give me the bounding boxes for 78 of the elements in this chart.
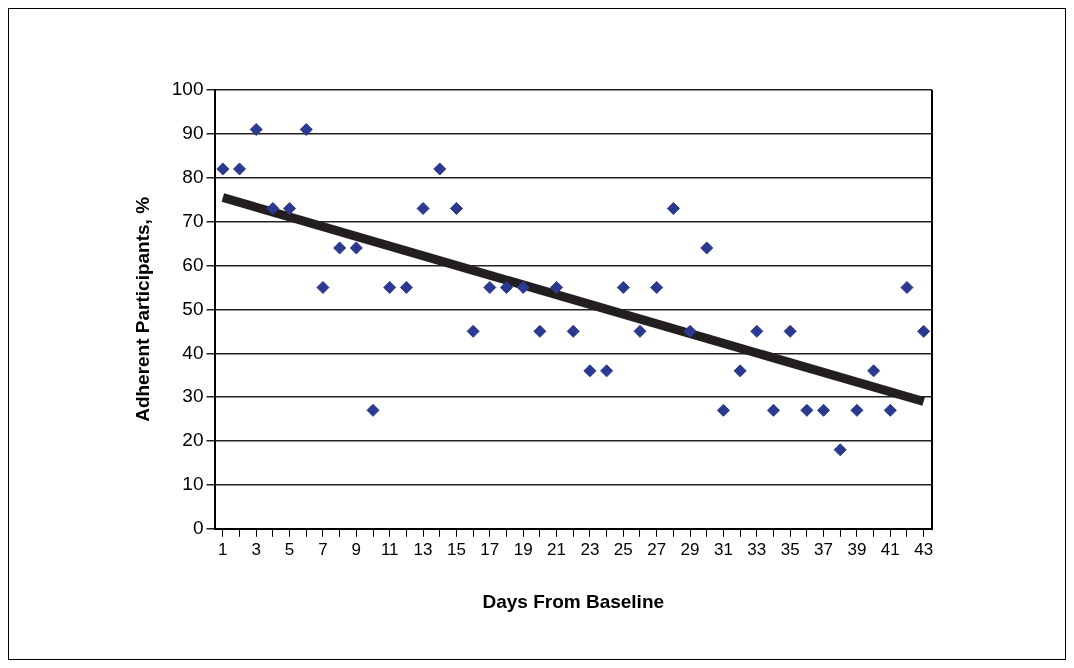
x-tick-label: 33 <box>747 539 767 559</box>
x-tick-label: 19 <box>513 539 533 559</box>
point <box>583 364 597 378</box>
point <box>433 162 447 176</box>
y-tick-label: 70 <box>182 209 204 231</box>
point <box>683 324 697 338</box>
point <box>399 280 413 294</box>
point <box>516 280 530 294</box>
y-tick-label: 20 <box>182 429 204 451</box>
point <box>633 324 647 338</box>
x-tick-label: 13 <box>413 539 433 559</box>
x-tick-label: 35 <box>780 539 800 559</box>
point <box>616 280 630 294</box>
point <box>449 201 463 215</box>
point <box>349 241 363 255</box>
point <box>299 122 313 136</box>
point <box>233 162 247 176</box>
x-tick-label: 5 <box>284 539 295 559</box>
point <box>650 280 664 294</box>
point <box>483 280 497 294</box>
y-tick-label: 30 <box>182 385 204 407</box>
y-tick-label: 10 <box>182 473 204 495</box>
point <box>850 403 864 417</box>
y-tick-label: 100 <box>171 78 204 100</box>
point <box>366 403 380 417</box>
y-tick-label: 60 <box>182 253 204 275</box>
point <box>333 241 347 255</box>
point <box>783 324 797 338</box>
point <box>216 162 230 176</box>
x-tick-label: 27 <box>647 539 667 559</box>
point <box>533 324 547 338</box>
point <box>316 280 330 294</box>
point <box>700 241 714 255</box>
point <box>750 324 764 338</box>
point <box>466 324 480 338</box>
y-axis-title: Adherent Participants, % <box>131 196 153 422</box>
y-tick-label: 50 <box>182 297 204 319</box>
point <box>900 280 914 294</box>
x-tick-label: 23 <box>580 539 600 559</box>
point <box>833 443 847 457</box>
x-tick-label: 31 <box>713 539 733 559</box>
x-tick-label: 43 <box>914 539 934 559</box>
x-tick-label: 25 <box>613 539 633 559</box>
point <box>283 201 297 215</box>
point <box>817 403 831 417</box>
x-tick-label: 1 <box>218 539 228 559</box>
x-axis-title: Days From Baseline <box>482 590 665 612</box>
point <box>416 201 430 215</box>
point <box>500 280 514 294</box>
point <box>249 122 263 136</box>
x-tick-label: 3 <box>251 539 261 559</box>
y-tick-label: 40 <box>182 341 204 363</box>
x-tick-label: 15 <box>446 539 466 559</box>
y-tick-label: 80 <box>182 165 204 187</box>
point <box>733 364 747 378</box>
x-tick-label: 29 <box>680 539 700 559</box>
x-tick-label: 9 <box>351 539 362 559</box>
point <box>550 280 564 294</box>
point <box>883 403 897 417</box>
point <box>383 280 397 294</box>
y-tick-label: 90 <box>182 122 204 144</box>
x-tick-label: 41 <box>880 539 900 559</box>
point <box>716 403 730 417</box>
x-tick-label: 11 <box>380 539 399 559</box>
x-tick-label: 21 <box>547 539 567 559</box>
x-tick-label: 39 <box>847 539 867 559</box>
point <box>600 364 614 378</box>
point <box>800 403 814 417</box>
point <box>566 324 580 338</box>
point <box>666 201 680 215</box>
point <box>917 324 931 338</box>
x-tick-label: 17 <box>480 539 500 559</box>
x-tick-label: 37 <box>814 539 833 559</box>
point <box>867 364 881 378</box>
x-tick-label: 7 <box>318 539 328 559</box>
point <box>266 201 280 215</box>
point <box>766 403 780 417</box>
y-tick-label: 0 <box>192 517 204 539</box>
